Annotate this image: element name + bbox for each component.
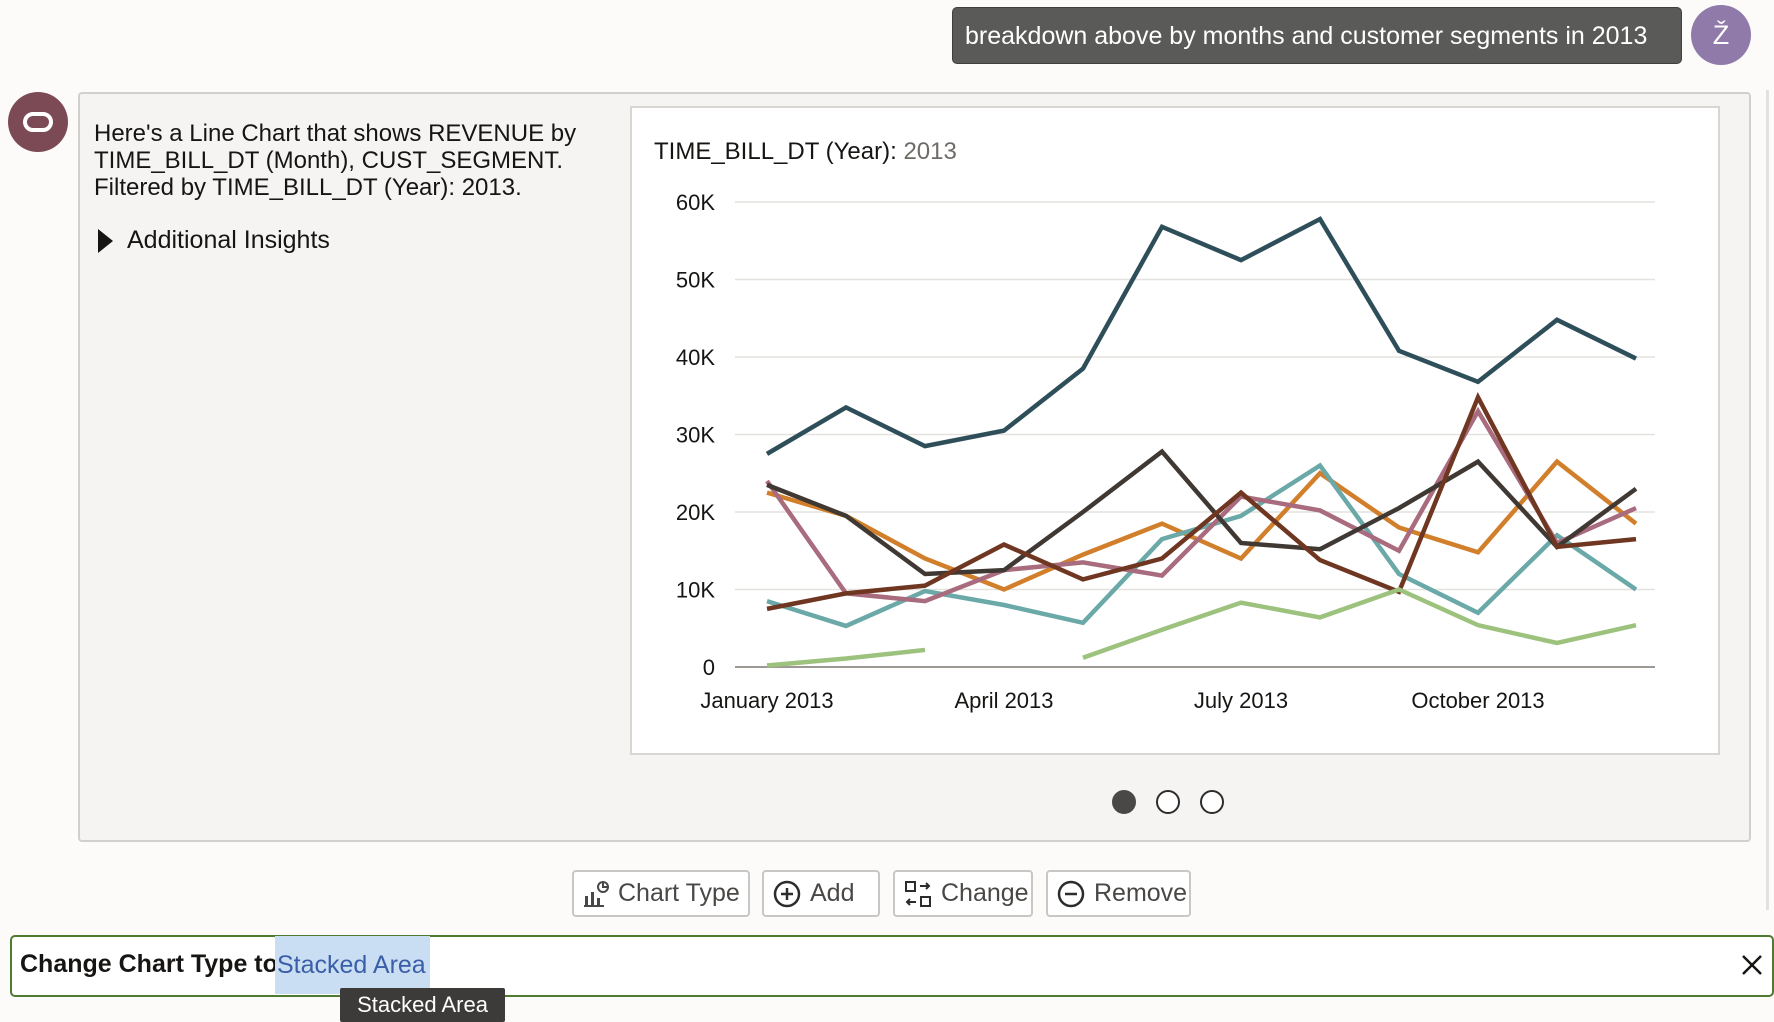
additional-insights-toggle[interactable]: Additional Insights [98, 226, 330, 255]
user-avatar-initial: Ž [1712, 20, 1730, 50]
add-circle-icon [773, 880, 801, 907]
remove-button[interactable]: Remove [1046, 870, 1191, 917]
user-message-bubble: breakdown above by months and customer s… [952, 7, 1682, 64]
y-tick-label: 10K [676, 578, 715, 603]
user-message-text: breakdown above by months and customer s… [965, 22, 1648, 50]
add-label: Add [810, 879, 855, 907]
remove-circle-icon [1057, 880, 1085, 907]
series-line-5[interactable] [766, 448, 1638, 577]
y-tick-label: 50K [676, 268, 715, 293]
user-avatar[interactable]: Ž [1691, 5, 1751, 65]
remove-label: Remove [1094, 879, 1188, 907]
bot-avatar [8, 92, 68, 152]
series-line-7[interactable] [766, 647, 926, 668]
carousel-dots [1112, 790, 1224, 814]
scrollbar-track[interactable] [1766, 90, 1769, 910]
expand-triangle-icon [98, 228, 113, 253]
chart-type-icon [584, 880, 609, 907]
additional-insights-label: Additional Insights [127, 226, 330, 254]
y-tick-label: 30K [676, 423, 715, 448]
x-tick-label: January 2013 [700, 688, 833, 713]
swap-icon [905, 880, 931, 907]
y-tick-label: 0 [703, 655, 715, 680]
series-line-7[interactable] [1082, 587, 1637, 660]
chart-filter-title: TIME_BILL_DT (Year): 2013 [654, 138, 957, 166]
chart-type-label: Chart Type [618, 879, 740, 907]
series-line-2[interactable] [766, 458, 1638, 592]
command-highlighted-option[interactable]: Stacked Area [275, 936, 430, 994]
close-icon[interactable] [1738, 951, 1766, 979]
y-tick-label: 60K [676, 190, 715, 215]
x-tick-label: October 2013 [1411, 688, 1544, 713]
oracle-ring-icon [23, 112, 53, 132]
series-line-4[interactable] [765, 406, 1637, 604]
carousel-dot[interactable] [1112, 790, 1136, 814]
x-tick-label: April 2013 [954, 688, 1053, 713]
chart-filter-label: TIME_BILL_DT (Year): [654, 138, 897, 165]
y-tick-label: 40K [676, 345, 715, 370]
y-tick-label: 20K [676, 500, 715, 525]
chart-panel [630, 106, 1720, 755]
bot-message-description: Here's a Line Chart that shows REVENUE b… [94, 120, 577, 201]
carousel-dot[interactable] [1200, 790, 1224, 814]
carousel-dot[interactable] [1156, 790, 1180, 814]
series-line-6[interactable] [766, 391, 1637, 612]
chart-type-button[interactable]: Chart Type [572, 870, 750, 917]
command-prefix-text: Change Chart Type to [20, 950, 278, 978]
series-line-1[interactable] [765, 216, 1637, 456]
change-label: Change [941, 879, 1029, 907]
suggestion-tooltip: Stacked Area [340, 988, 505, 1022]
add-button[interactable]: Add [762, 870, 880, 917]
chart-filter-value: 2013 [903, 138, 957, 165]
x-tick-label: July 2013 [1194, 688, 1288, 713]
change-button[interactable]: Change [893, 870, 1033, 917]
